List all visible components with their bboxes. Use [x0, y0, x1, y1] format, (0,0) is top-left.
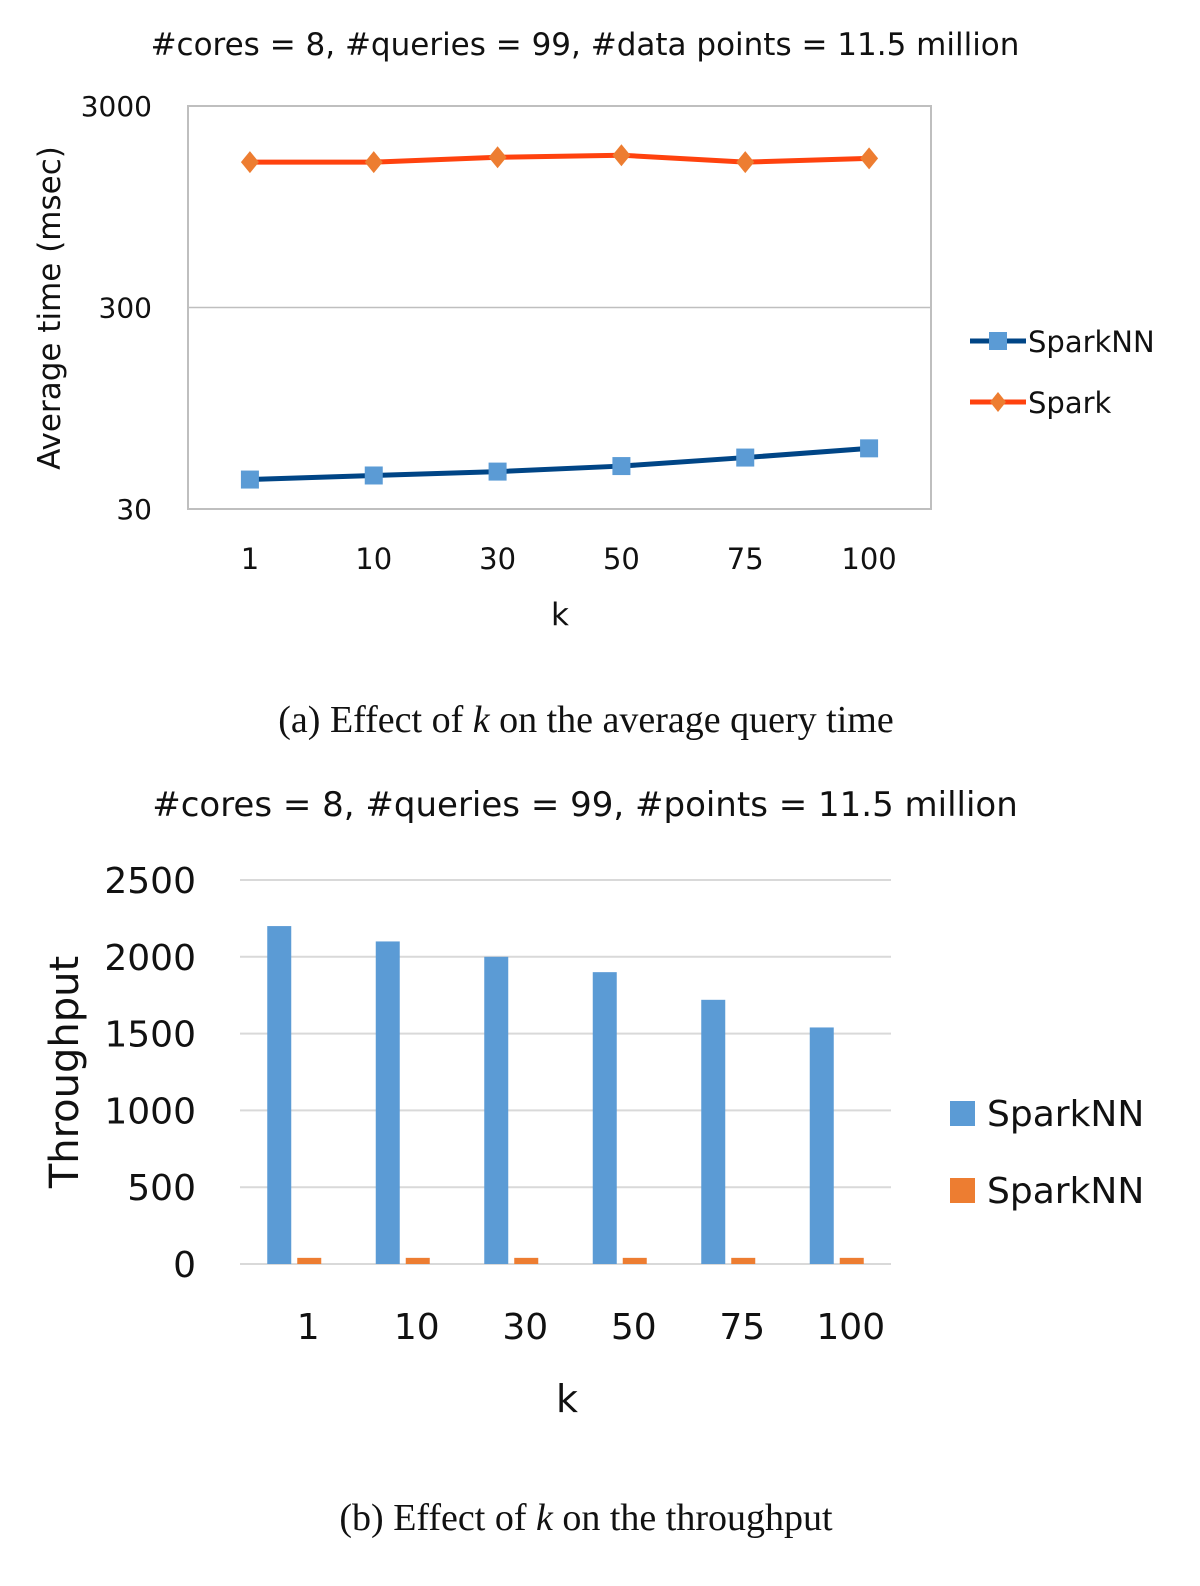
- chart-a-point: [488, 462, 507, 481]
- chart-b-caption: (b) Effect of k on the throughput: [339, 1497, 833, 1539]
- chart-b-xlabel: k: [556, 1377, 578, 1421]
- chart-b-bar: [809, 1027, 834, 1264]
- chart-b-bar: [592, 972, 617, 1264]
- chart-a-xtick-label: 100: [841, 542, 896, 576]
- chart-a-point: [860, 147, 879, 170]
- chart-a-point: [736, 151, 755, 174]
- chart-a-point: [364, 151, 383, 174]
- chart-a-xtick-label: 30: [479, 542, 516, 576]
- chart-b-xtick-label: 75: [719, 1307, 765, 1348]
- chart-a-title: #cores = 8, #queries = 99, #data points …: [151, 27, 1020, 63]
- chart-b-ytick-label: 1000: [104, 1091, 196, 1132]
- chart-b-ytick-label: 2500: [104, 861, 196, 902]
- chart-b-ytick-label: 0: [173, 1245, 196, 1286]
- chart-a-legend-marker: [989, 332, 1007, 350]
- chart-a-legend-label: SparkNN: [1028, 325, 1155, 359]
- chart-b-legend-swatch: [950, 1178, 975, 1203]
- chart-a-point: [736, 448, 755, 467]
- chart-a-point: [240, 470, 259, 489]
- chart-b-bar: [375, 941, 400, 1264]
- chart-a-legend-label: Spark: [1028, 386, 1112, 420]
- chart-a-point: [488, 146, 507, 169]
- chart-a-ytick-label: 3000: [81, 90, 152, 123]
- chart-b-ylabel: Throughput: [42, 956, 88, 1189]
- chart-b-xtick-label: 30: [502, 1307, 548, 1348]
- chart-b-legend-label: SparkNN: [987, 1094, 1144, 1135]
- chart-b-bar: [405, 1257, 430, 1264]
- chart-a-point: [612, 457, 631, 476]
- chart-b-bar: [701, 999, 726, 1264]
- chart-a-series-line-sparknn: [249, 445, 870, 483]
- chart-b-bar: [297, 1257, 322, 1264]
- chart-b-legend-label: SparkNN: [987, 1171, 1144, 1212]
- chart-a-xtick-label: 75: [727, 542, 764, 576]
- chart-a-ytick-label: 30: [116, 493, 152, 526]
- chart-a-xtick-label: 1: [241, 542, 259, 576]
- chart-a-point: [860, 439, 879, 458]
- chart-b-legend-swatch: [950, 1101, 975, 1126]
- chart-b-bar: [484, 956, 509, 1264]
- chart-b-xtick-label: 10: [394, 1307, 440, 1348]
- chart-b-ytick-label: 500: [127, 1168, 196, 1209]
- chart-b-title: #cores = 8, #queries = 99, #points = 11.…: [152, 785, 1018, 825]
- chart-a-legend-marker: [990, 392, 1006, 412]
- chart-a-ylabel: Average time (msec): [32, 146, 68, 470]
- chart-a-point: [364, 466, 383, 485]
- chart-b-xtick-label: 50: [611, 1307, 657, 1348]
- chart-b-bar: [267, 926, 292, 1264]
- chart-b-ytick-label: 2000: [104, 938, 196, 979]
- chart-a-point: [612, 144, 631, 167]
- chart-b-bar: [731, 1257, 756, 1264]
- chart-a-series-line-spark: [249, 152, 870, 165]
- chart-a-ytick-label: 300: [99, 292, 152, 325]
- chart-a-xlabel: k: [551, 597, 569, 633]
- chart-b-bar: [622, 1257, 647, 1264]
- chart-b-bar: [514, 1257, 539, 1264]
- chart-b-bar: [839, 1257, 864, 1264]
- chart-a-point: [240, 151, 259, 174]
- chart-b-xtick-label: 1: [297, 1307, 320, 1348]
- chart-a-xtick-label: 10: [355, 542, 392, 576]
- chart-a-xtick-label: 50: [603, 542, 640, 576]
- chart-a-caption: (a) Effect of k on the average query tim…: [278, 699, 893, 741]
- chart-b-ytick-label: 1500: [104, 1015, 196, 1056]
- chart-b-xtick-label: 100: [816, 1307, 885, 1348]
